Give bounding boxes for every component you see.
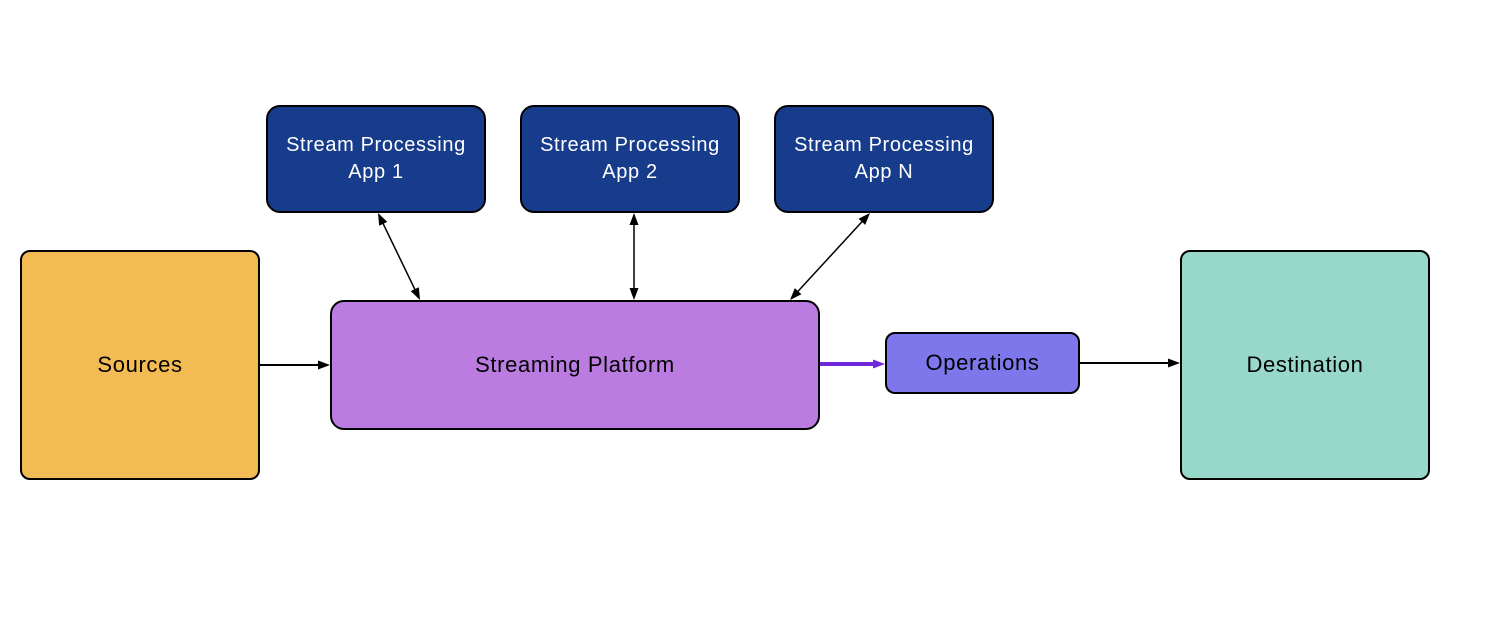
- node-operations-label: Operations: [887, 348, 1078, 378]
- arrowhead-end-app1-platform: [411, 287, 420, 300]
- node-destination-label: Destination: [1182, 350, 1428, 380]
- node-operations: Operations: [885, 332, 1080, 394]
- node-sources: Sources: [20, 250, 260, 480]
- arrowhead-end-operations-to-destination: [1168, 359, 1180, 368]
- node-streaming-platform: Streaming Platform: [330, 300, 820, 430]
- node-sources-label: Sources: [22, 350, 258, 380]
- edge-appN-platform: [794, 218, 865, 295]
- arrowhead-end-platform-to-operations: [873, 360, 885, 369]
- arrowhead-end-app2-platform: [630, 288, 639, 300]
- diagram-canvas: Sources Streaming Platform Operations De…: [0, 0, 1506, 634]
- node-stream-app-n: Stream Processing App N: [774, 105, 994, 213]
- arrowhead-end-sources-to-platform: [318, 361, 330, 370]
- node-stream-app-2-label: Stream Processing App 2: [522, 132, 738, 186]
- edge-app1-platform: [381, 219, 417, 294]
- node-streaming-platform-label: Streaming Platform: [332, 350, 818, 380]
- node-stream-app-n-label: Stream Processing App N: [776, 132, 992, 186]
- arrowhead-start-app2-platform: [630, 213, 639, 225]
- arrowhead-start-appN-platform: [859, 213, 870, 225]
- node-stream-app-1-label: Stream Processing App 1: [268, 132, 484, 186]
- arrowhead-end-appN-platform: [790, 288, 801, 300]
- arrowhead-start-app1-platform: [378, 213, 387, 226]
- node-stream-app-1: Stream Processing App 1: [266, 105, 486, 213]
- node-stream-app-2: Stream Processing App 2: [520, 105, 740, 213]
- node-destination: Destination: [1180, 250, 1430, 480]
